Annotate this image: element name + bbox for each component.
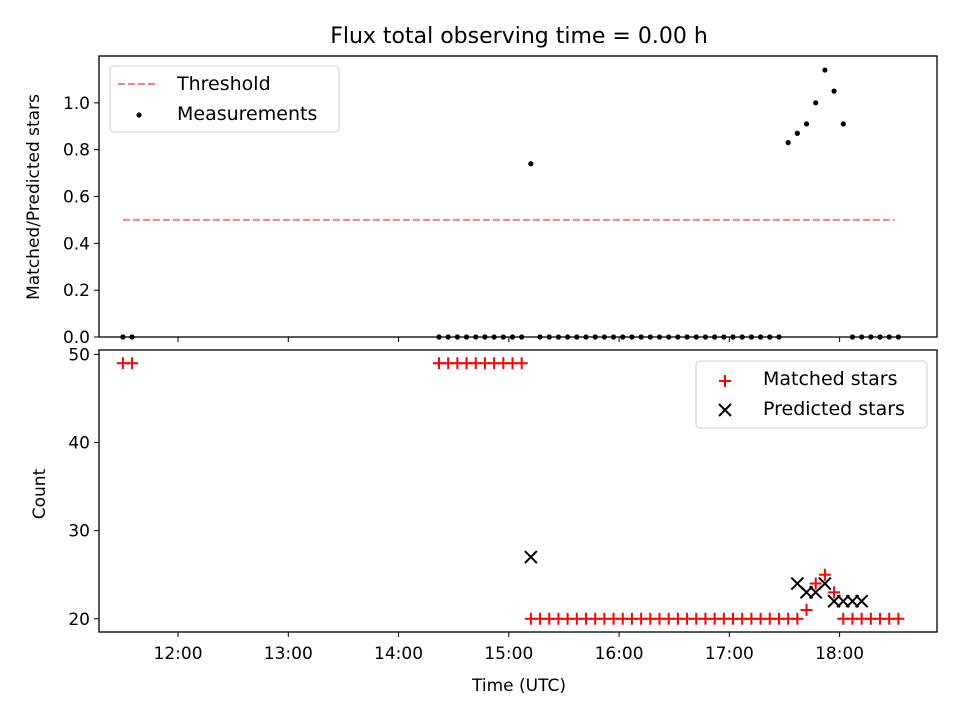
legend-predicted-marker xyxy=(718,403,732,417)
matched-star-point xyxy=(828,586,841,599)
matched-star-point xyxy=(126,357,139,370)
matched-star-point xyxy=(818,568,831,581)
bottom-xtick-label: 17:00 xyxy=(705,644,754,664)
matched-star-point xyxy=(515,357,528,370)
bottom-legend-frame xyxy=(695,360,928,429)
top-legend-frame xyxy=(109,65,340,133)
top-ytick-label: 0.0 xyxy=(63,328,90,348)
measurement-point xyxy=(803,121,810,127)
measurement-point xyxy=(794,130,800,136)
matched-star-point xyxy=(809,577,822,590)
legend-measurements-label: Measurements xyxy=(177,103,317,125)
bottom-xtick-label: 15:00 xyxy=(484,644,533,664)
top-ytick-label: 0.6 xyxy=(63,188,90,208)
measurement-point xyxy=(785,140,791,146)
measurement-point xyxy=(822,67,828,73)
top-ytick-label: 0.4 xyxy=(63,234,90,254)
predicted-star-point xyxy=(524,550,538,564)
bottom-xtick-label: 13:00 xyxy=(264,644,313,664)
bottom-xtick-label: 16:00 xyxy=(595,644,644,664)
matched-star-point xyxy=(892,612,905,625)
top-ytick-label: 0.8 xyxy=(63,141,90,161)
top-ytick-label: 1.0 xyxy=(63,94,90,114)
figure-title: Flux total observing time = 0.00 h xyxy=(330,24,708,49)
bottom-xtick-label: 12:00 xyxy=(154,644,203,664)
bottom-legend: Matched stars Predicted stars xyxy=(695,360,928,429)
predicted-star-point xyxy=(854,594,869,608)
bottom-xlabel: Time (UTC) xyxy=(471,676,566,696)
legend-threshold-label: Threshold xyxy=(176,73,271,95)
legend-predicted-label: Predicted stars xyxy=(763,398,905,420)
bottom-axes: 20 30 40 50 12:00 13:00 14:00 15:00 16:00 17:00 18… xyxy=(68,345,938,664)
bottom-xtick-label: 18:00 xyxy=(815,644,864,664)
matched-star-point xyxy=(800,603,813,616)
measurement-point xyxy=(813,100,819,106)
top-ylabel: Matched/Predicted stars xyxy=(24,94,44,300)
measurement-point xyxy=(528,161,534,167)
bottom-ytick-label: 20 xyxy=(68,610,90,630)
matched-star-point xyxy=(791,612,804,625)
measurement-point xyxy=(840,121,846,127)
bottom-ytick-label: 30 xyxy=(68,522,90,542)
top-axes-frame xyxy=(98,55,938,338)
bottom-axes-frame xyxy=(98,349,938,633)
predicted-star-point xyxy=(818,576,832,591)
legend-matched-marker xyxy=(719,375,731,387)
top-legend: Threshold Measurements xyxy=(109,65,340,133)
bottom-ytick-label: 50 xyxy=(68,345,90,365)
top-axes: 0.0 0.2 0.4 0.6 0.8 1.0 xyxy=(63,55,938,348)
legend-matched-label: Matched stars xyxy=(763,368,897,390)
measurement-point xyxy=(831,88,837,94)
top-ytick-label: 0.2 xyxy=(63,281,90,301)
bottom-ytick-label: 40 xyxy=(68,434,90,454)
bottom-ylabel: Count xyxy=(30,468,50,519)
legend-measurements-marker xyxy=(136,112,142,118)
bottom-xtick-label: 14:00 xyxy=(374,644,423,664)
